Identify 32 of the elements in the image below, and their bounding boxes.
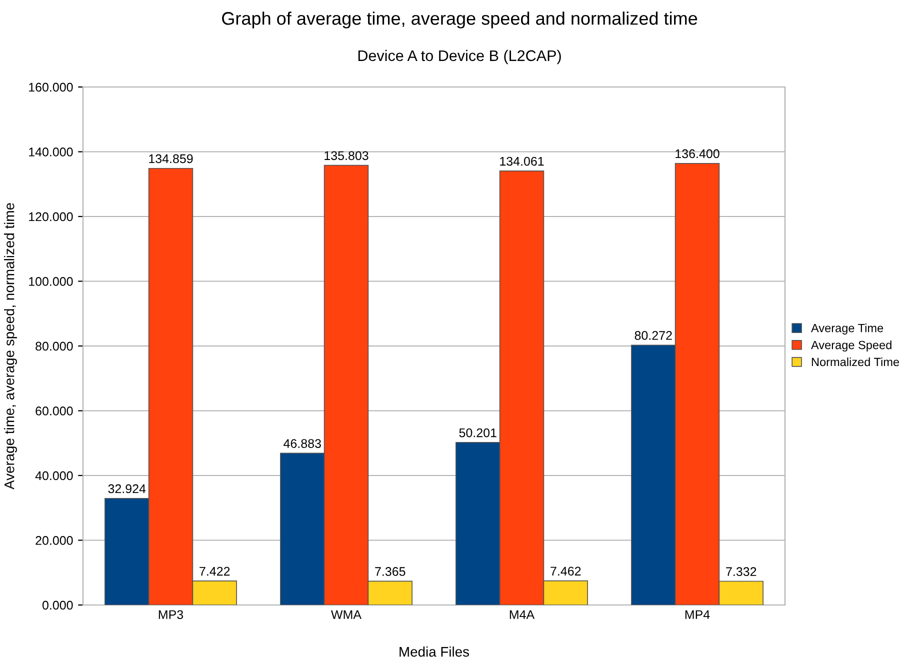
data-label: 134.859: [149, 154, 193, 164]
y-tick-label: 140.000: [29, 148, 73, 156]
legend-label: Normalized Time: [812, 358, 900, 366]
x-tick-label: M4A: [510, 610, 535, 619]
chart-title: Graph of average time, average speed and normalized time: [222, 12, 698, 28]
x-tick-label: MP3: [158, 610, 184, 620]
y-tick-label: 120.000: [29, 212, 73, 222]
data-label: 136.400: [676, 149, 720, 158]
data-label: 7.462: [550, 566, 581, 576]
y-axis-title: Average time, average speed, normalized time: [4, 203, 17, 490]
y-tick-label: 80.000: [36, 342, 73, 351]
y-tick-label: 160.000: [29, 82, 73, 92]
data-label: 7.332: [726, 567, 756, 576]
data-label: 7.365: [375, 567, 406, 576]
data-label: 7.422: [200, 566, 230, 576]
x-tick-label: MP4: [685, 610, 710, 619]
data-label: 135.803: [324, 151, 368, 160]
legend-label: Average Speed: [810, 340, 892, 352]
data-label: 46.883: [284, 439, 321, 448]
x-axis-title: Media Files: [400, 646, 470, 657]
data-label: 32.924: [108, 484, 146, 494]
legend-label: Average Time: [810, 324, 884, 335]
y-tick-label: 0.000: [42, 600, 73, 610]
chart-subtitle: Device A to Device B (L2CAP): [358, 50, 561, 64]
y-tick-label: 100.000: [29, 277, 73, 286]
y-tick-label: 40.000: [35, 471, 73, 480]
y-tick-label: 60.000: [36, 406, 73, 416]
data-label: 50.201: [459, 428, 496, 438]
data-label: 80.272: [634, 331, 672, 340]
y-tick-label: 20.000: [36, 536, 73, 545]
x-tick-label: WMA: [331, 610, 362, 619]
data-label: 134.061: [500, 156, 544, 166]
